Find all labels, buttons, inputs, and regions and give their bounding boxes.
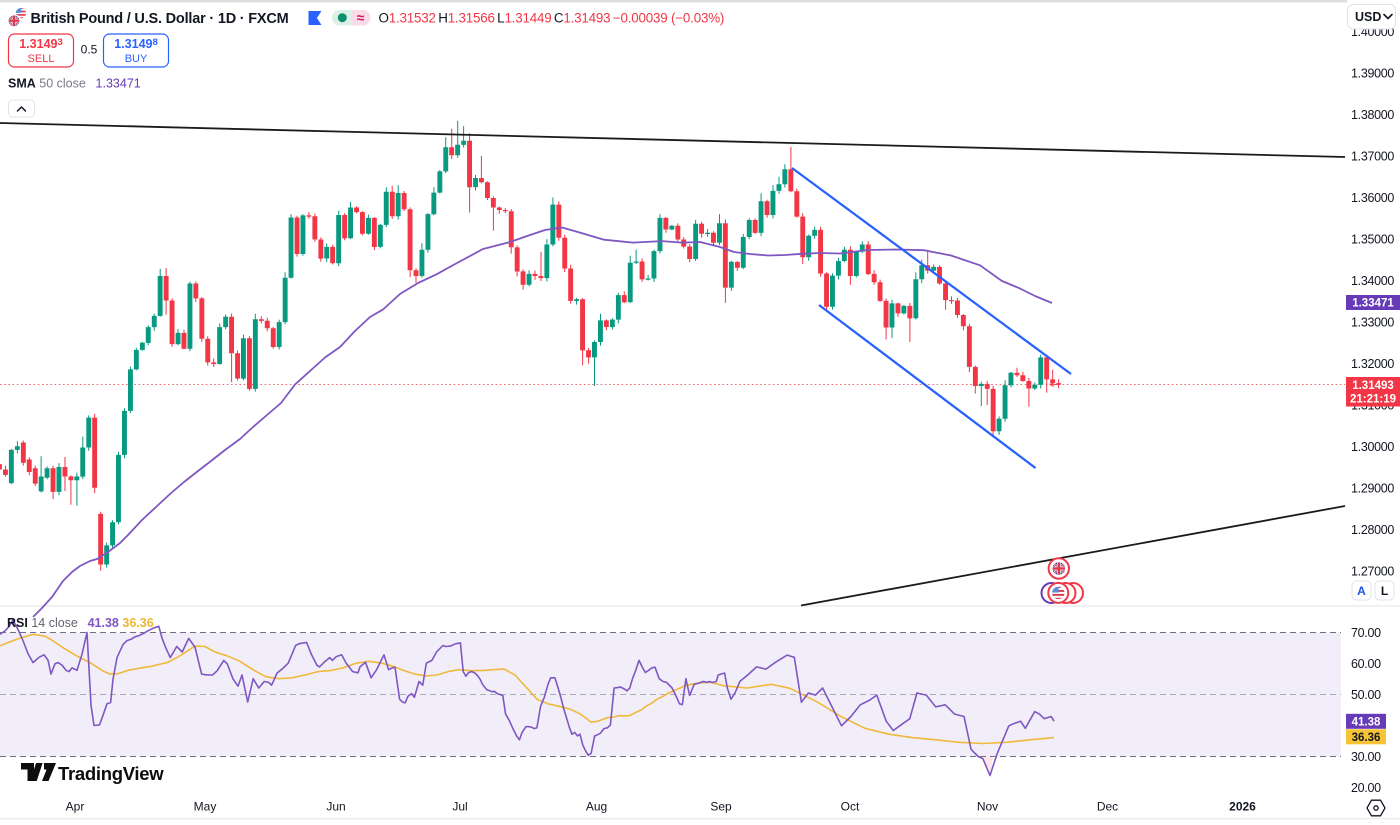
svg-text:20.00: 20.00 [1351, 781, 1381, 795]
svg-text:Jun: Jun [326, 800, 345, 814]
svg-text:0.5: 0.5 [81, 43, 98, 57]
svg-text:21:21:19: 21:21:19 [1350, 394, 1396, 406]
svg-text:1.38000: 1.38000 [1351, 108, 1394, 122]
svg-text:Oct: Oct [841, 800, 860, 814]
svg-text:1.29000: 1.29000 [1351, 482, 1394, 496]
svg-text:May: May [194, 800, 217, 814]
svg-text:1.32000: 1.32000 [1351, 357, 1394, 371]
svg-text:1.30000: 1.30000 [1351, 440, 1394, 454]
svg-text:1.37000: 1.37000 [1351, 149, 1394, 163]
svg-text:2026: 2026 [1229, 800, 1256, 814]
svg-text:60.00: 60.00 [1351, 657, 1381, 671]
svg-text:A: A [1357, 584, 1366, 598]
svg-text:30.00: 30.00 [1351, 750, 1381, 764]
svg-text:Sep: Sep [710, 800, 732, 814]
svg-text:SMA 50 close 1.33471: SMA 50 close 1.33471 [8, 77, 141, 91]
svg-text:L: L [1381, 584, 1388, 598]
svg-text:70.00: 70.00 [1351, 626, 1381, 640]
svg-text:1.33471: 1.33471 [1352, 298, 1394, 310]
svg-text:SELL: SELL [28, 53, 55, 65]
svg-text:1.33000: 1.33000 [1351, 315, 1394, 329]
svg-text:1.31498: 1.31498 [114, 37, 158, 51]
svg-text:1.36000: 1.36000 [1351, 191, 1394, 205]
svg-text:BUY: BUY [125, 53, 148, 65]
svg-text:50.00: 50.00 [1351, 688, 1381, 702]
svg-text:USD: USD [1355, 10, 1381, 24]
svg-text:1.35000: 1.35000 [1351, 232, 1394, 246]
svg-text:Aug: Aug [586, 800, 607, 814]
svg-text:1.34000: 1.34000 [1351, 274, 1394, 288]
svg-text:Nov: Nov [977, 800, 998, 814]
svg-text:1.39000: 1.39000 [1351, 66, 1394, 80]
svg-text:British Pound / U.S. Dollar ·: British Pound / U.S. Dollar · 1D · FXCM [31, 11, 289, 27]
svg-text:Dec: Dec [1097, 800, 1118, 814]
svg-text:41.38: 41.38 [1352, 716, 1381, 728]
svg-text:TradingView: TradingView [58, 763, 164, 784]
svg-text:1.28000: 1.28000 [1351, 523, 1394, 537]
svg-text:36.36: 36.36 [1352, 732, 1381, 744]
svg-text:≈: ≈ [357, 10, 365, 26]
svg-text:Jul: Jul [452, 800, 467, 814]
svg-text:1.31493: 1.31493 [19, 37, 63, 51]
svg-text:RSI 14 close 41.38 36.36: RSI 14 close 41.38 36.36 [7, 616, 154, 630]
svg-text:1.31493: 1.31493 [1352, 380, 1394, 392]
svg-text:1.27000: 1.27000 [1351, 565, 1394, 579]
svg-text:Apr: Apr [66, 800, 85, 814]
svg-text:O1.31532 H1.31566 L1.31449 C1.: O1.31532 H1.31566 L1.31449 C1.31493 −0.0… [379, 11, 725, 26]
